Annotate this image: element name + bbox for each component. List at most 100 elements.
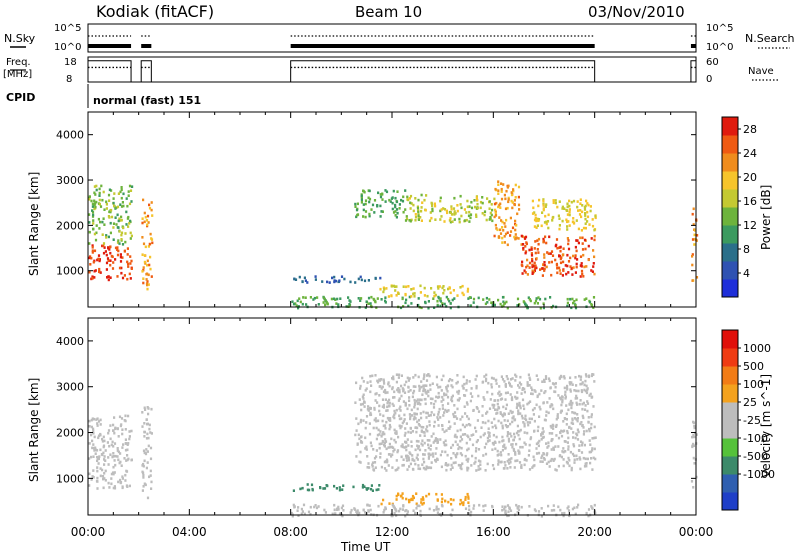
- scatter-cell: [116, 455, 119, 458]
- scatter-cell: [399, 405, 402, 409]
- scatter-cell: [423, 294, 426, 297]
- scatter-cell: [447, 409, 450, 412]
- scatter-cell: [334, 279, 337, 283]
- scatter-cell: [341, 514, 344, 518]
- scatter-cell: [572, 443, 575, 446]
- scatter-cell: [436, 383, 439, 387]
- scatter-cell: [496, 408, 499, 412]
- scatter-cell: [536, 224, 539, 227]
- scatter-cell: [414, 462, 417, 466]
- scatter-cell: [470, 206, 474, 210]
- scatter-cell: [471, 395, 474, 398]
- scatter-cell: [520, 505, 523, 509]
- scatter-cell: [500, 197, 504, 201]
- scatter-cell: [509, 460, 512, 464]
- scatter-cell: [591, 224, 595, 228]
- scatter-cell: [120, 231, 124, 235]
- scatter-cell: [141, 270, 144, 273]
- scatter-cell: [485, 442, 488, 446]
- scatter-cell: [545, 462, 549, 465]
- scatter-cell: [554, 244, 557, 248]
- scatter-cell: [529, 299, 532, 303]
- scatter-cell: [397, 435, 400, 439]
- scatter-cell: [121, 475, 124, 478]
- scatter-cell: [141, 253, 144, 256]
- scatter-cell: [119, 260, 123, 263]
- scatter-cell: [414, 213, 417, 216]
- scatter-cell: [131, 185, 134, 188]
- scatter-cell: [91, 215, 95, 218]
- scatter-cell: [528, 505, 531, 508]
- scatter-cell: [536, 302, 539, 305]
- scatter-cell: [453, 404, 456, 407]
- scatter-cell: [405, 380, 408, 384]
- scatter-cell: [449, 217, 452, 220]
- scatter-cell: [495, 227, 498, 230]
- scatter-cell: [364, 511, 367, 514]
- scatter-cell: [458, 220, 461, 224]
- scatter-cell: [465, 211, 468, 214]
- scatter-cell: [575, 396, 579, 400]
- scatter-cell: [443, 208, 447, 211]
- scatter-cell: [566, 220, 569, 224]
- scatter-cell: [520, 414, 524, 418]
- scatter-cell: [114, 427, 117, 431]
- scatter-cell: [126, 454, 129, 457]
- scatter-cell: [507, 200, 510, 204]
- scatter-cell: [400, 394, 403, 398]
- scatter-cell: [503, 380, 506, 383]
- scatter-cell: [367, 487, 370, 490]
- scatter-cell: [128, 219, 132, 223]
- scatter-cell: [377, 488, 380, 491]
- scatter-cell: [109, 231, 112, 235]
- scatter-cell: [487, 427, 490, 430]
- scatter-cell: [407, 285, 410, 288]
- scatter-cell: [417, 467, 420, 470]
- scatter-cell: [317, 303, 320, 306]
- scatter-cell: [395, 215, 398, 219]
- scatter-cell: [88, 425, 91, 428]
- scatter-cell: [451, 466, 454, 469]
- scatter-cell: [107, 429, 111, 432]
- scatter-cell: [392, 377, 395, 381]
- freq-trace: [140, 60, 152, 82]
- scatter-cell: [476, 202, 479, 206]
- scatter-cell: [586, 220, 589, 223]
- scatter-cell: [92, 213, 95, 217]
- scatter-cell: [581, 441, 584, 445]
- scatter-cell: [482, 298, 485, 301]
- scatter-cell: [404, 440, 407, 444]
- scatter-cell: [366, 466, 369, 469]
- scatter-cell: [373, 456, 377, 460]
- scatter-cell: [418, 448, 422, 452]
- scatter-cell: [463, 405, 466, 408]
- scatter-cell: [384, 388, 387, 392]
- scatter-cell: [385, 469, 388, 472]
- scatter-cell: [417, 303, 420, 307]
- scatter-cell: [583, 388, 586, 392]
- scatter-cell: [538, 439, 541, 443]
- scatter-cell: [103, 458, 106, 461]
- scatter-cell: [391, 402, 394, 406]
- scatter-cell: [121, 477, 124, 480]
- scatter-cell: [149, 457, 153, 461]
- scatter-cell: [382, 511, 385, 514]
- scatter-cell: [446, 390, 449, 393]
- scatter-cell: [144, 262, 147, 265]
- scatter-cell: [498, 203, 501, 207]
- scatter-cell: [370, 484, 373, 487]
- scatter-cell: [431, 397, 434, 401]
- scatter-cell: [509, 409, 512, 413]
- scatter-cell: [348, 303, 351, 306]
- scatter-cell: [531, 265, 534, 269]
- scatter-cell: [547, 252, 550, 255]
- scatter-cell: [445, 443, 448, 447]
- scatter-cell: [429, 414, 432, 417]
- scatter-cell: [526, 381, 529, 384]
- scatter-cell: [528, 248, 531, 252]
- scatter-cell: [593, 436, 596, 440]
- scatter-cell: [509, 509, 513, 512]
- scatter-cell: [509, 458, 512, 461]
- scatter-cell: [321, 280, 324, 283]
- scatter-cell: [430, 287, 433, 290]
